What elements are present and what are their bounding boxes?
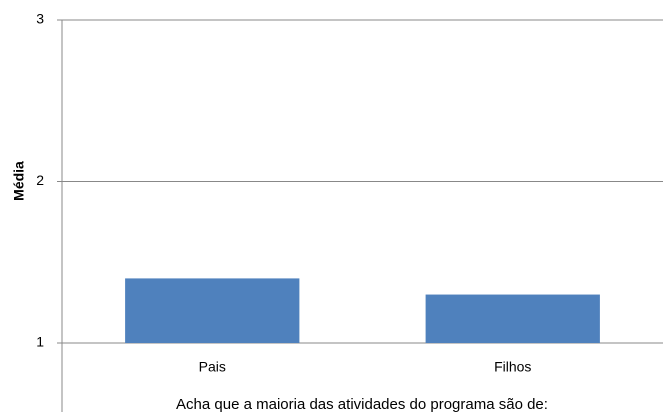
bar [425,294,600,343]
y-tick-label: 2 [36,172,44,188]
bar [125,278,300,343]
x-tick-label: Pais [199,359,226,375]
y-tick-label: 1 [36,334,44,350]
y-tick-label: 3 [36,11,44,27]
y-axis-label: Média [11,161,27,201]
x-tick-label: Filhos [494,359,531,375]
x-axis-label: Acha que a maioria das atividades do pro… [176,396,548,412]
